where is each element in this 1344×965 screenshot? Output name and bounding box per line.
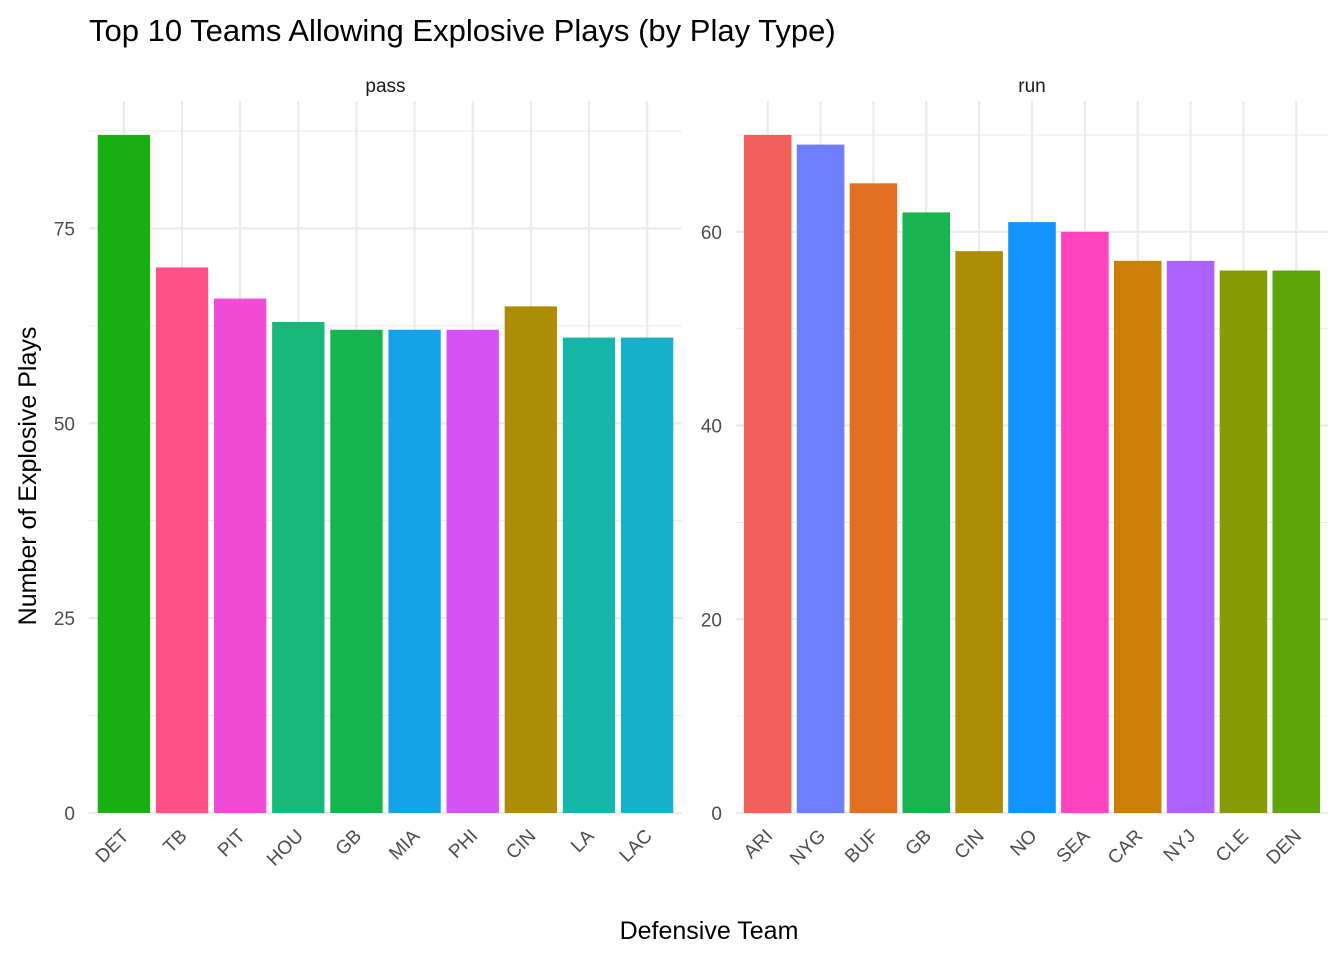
bar-buf xyxy=(849,183,898,813)
x-tick-label: ARI xyxy=(740,826,777,863)
bar-nyg xyxy=(796,144,845,813)
x-tick-label: CLE xyxy=(1212,826,1253,867)
x-tick-label: GB xyxy=(902,826,936,860)
bar-pit xyxy=(213,298,267,814)
x-tick-label: LA xyxy=(567,825,599,857)
bar-mia xyxy=(388,329,441,813)
bar-cin xyxy=(504,306,558,813)
bar-gb xyxy=(330,329,383,813)
bar-gb xyxy=(902,212,951,813)
x-tick-label: CAR xyxy=(1104,826,1147,869)
y-tick-label: 50 xyxy=(54,414,75,435)
bar-hou xyxy=(272,321,325,813)
y-tick-label: 0 xyxy=(64,804,75,825)
bar-tb xyxy=(155,267,209,813)
x-tick-label: CIN xyxy=(951,826,989,864)
bar-sea xyxy=(1061,231,1109,813)
x-tick-label: DET xyxy=(92,825,134,867)
x-tick-label: NYG xyxy=(786,826,830,870)
x-tick-label: PIT xyxy=(214,825,250,861)
y-tick-label: 75 xyxy=(54,219,75,240)
bar-nyj xyxy=(1166,260,1215,813)
x-tick-label: NO xyxy=(1007,826,1042,861)
y-tick-label: 60 xyxy=(701,223,722,244)
facet-run: 0 20 40 60 ARI NYG BUF GB CIN NO SEA CAR NYJ CLE DEN ru… xyxy=(701,76,1328,870)
bar-ari xyxy=(743,134,792,813)
bar-no xyxy=(1008,222,1056,813)
x-tick-label: PHI xyxy=(445,826,482,863)
x-tick-label: BUF xyxy=(841,826,883,868)
chart-title: Top 10 Teams Allowing Explosive Plays (b… xyxy=(89,13,836,48)
y-tick-label: 40 xyxy=(701,417,722,438)
y-tick-label: 25 xyxy=(54,609,75,630)
facet-strip-label: run xyxy=(1018,76,1045,97)
facet-panels: 0 25 50 75 DET TB PIT HOU GB MIA PHI CIN LA LAC pass 0 2… xyxy=(54,76,1328,870)
y-axis-label: Number of Explosive Plays xyxy=(14,327,42,626)
x-tick-label: LAC xyxy=(616,826,657,867)
bar-cle xyxy=(1219,270,1268,813)
bar-la xyxy=(562,337,616,813)
facet-pass: 0 25 50 75 DET TB PIT HOU GB MIA PHI CIN LA LAC pass xyxy=(54,76,682,870)
bar-phi xyxy=(446,329,499,813)
x-tick-label: MIA xyxy=(385,825,424,864)
x-tick-label: NYJ xyxy=(1160,826,1200,866)
bar-car xyxy=(1113,260,1162,813)
x-tick-label: HOU xyxy=(263,826,308,871)
y-tick-label: 0 xyxy=(711,804,722,825)
x-tick-label: DEN xyxy=(1263,826,1306,869)
x-tick-label: TB xyxy=(160,826,192,858)
x-axis-label: Defensive Team xyxy=(620,917,799,945)
x-tick-label: CIN xyxy=(502,826,540,864)
bar-det xyxy=(97,134,151,813)
facet-strip-label: pass xyxy=(365,76,405,97)
bar-cin xyxy=(955,251,1003,813)
x-tick-label: SEA xyxy=(1053,825,1095,867)
x-tick-label: GB xyxy=(332,826,366,860)
bar-lac xyxy=(620,337,674,813)
y-tick-label: 20 xyxy=(701,610,722,631)
bar-den xyxy=(1272,270,1321,813)
